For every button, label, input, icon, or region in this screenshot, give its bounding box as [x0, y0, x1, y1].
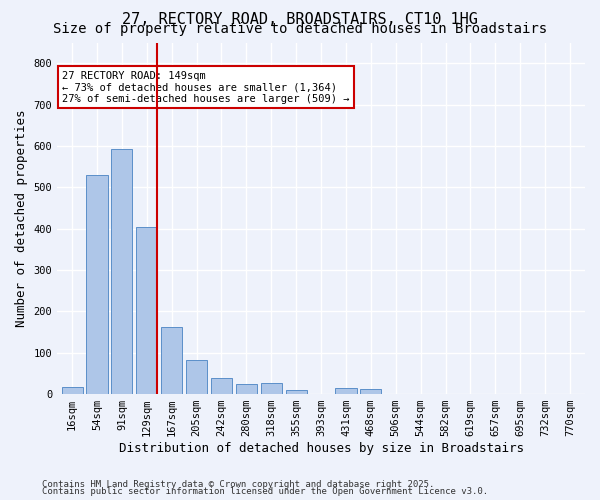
Text: Contains HM Land Registry data © Crown copyright and database right 2025.: Contains HM Land Registry data © Crown c… — [42, 480, 434, 489]
Bar — [186, 360, 207, 394]
Y-axis label: Number of detached properties: Number of detached properties — [15, 110, 28, 327]
Bar — [62, 386, 83, 394]
Bar — [360, 388, 382, 394]
Bar — [161, 327, 182, 394]
Text: 27, RECTORY ROAD, BROADSTAIRS, CT10 1HG: 27, RECTORY ROAD, BROADSTAIRS, CT10 1HG — [122, 12, 478, 28]
Bar — [211, 378, 232, 394]
Text: 27 RECTORY ROAD: 149sqm
← 73% of detached houses are smaller (1,364)
27% of semi: 27 RECTORY ROAD: 149sqm ← 73% of detache… — [62, 70, 350, 104]
Bar — [286, 390, 307, 394]
X-axis label: Distribution of detached houses by size in Broadstairs: Distribution of detached houses by size … — [119, 442, 524, 455]
Text: Size of property relative to detached houses in Broadstairs: Size of property relative to detached ho… — [53, 22, 547, 36]
Bar — [136, 226, 157, 394]
Text: Contains public sector information licensed under the Open Government Licence v3: Contains public sector information licen… — [42, 488, 488, 496]
Bar — [261, 382, 282, 394]
Bar — [112, 149, 133, 394]
Bar — [236, 384, 257, 394]
Bar — [86, 175, 107, 394]
Bar — [335, 388, 356, 394]
